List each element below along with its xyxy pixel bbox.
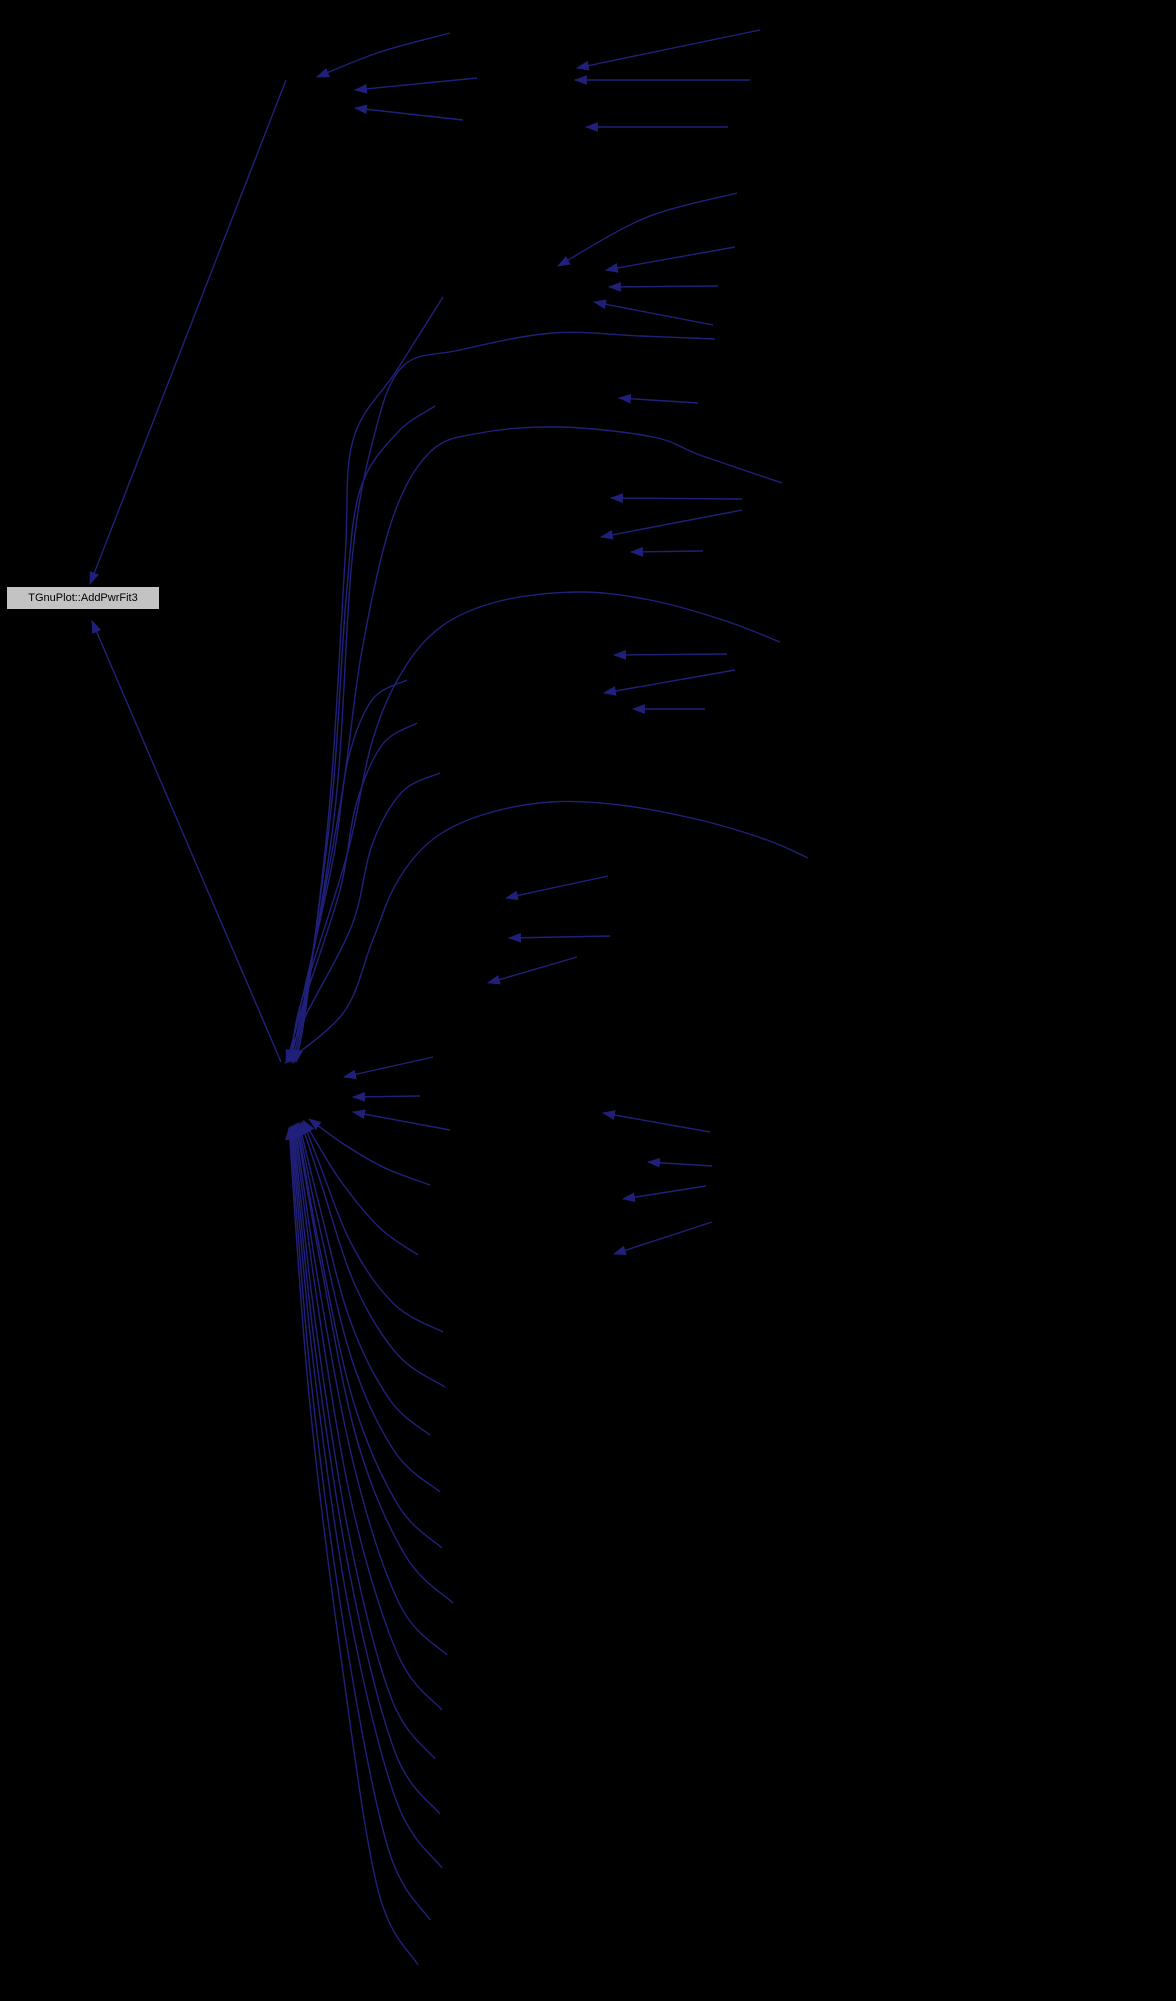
call-edge [289,331,716,1064]
call-edge [575,29,761,71]
call-edge [303,1120,419,1256]
call-edge [351,1091,421,1102]
call-edge [294,1122,443,1549]
call-edge [353,77,478,94]
call-edge [592,299,714,326]
call-edge [609,493,743,503]
call-edge [287,426,783,1064]
call-edge [604,246,736,273]
call-edge [607,282,719,292]
call-edge [646,1157,713,1168]
call-edge [612,1221,713,1255]
call-edge [557,192,738,267]
call-edge [351,1109,451,1131]
call-edge [621,1185,707,1202]
node-tgnuplot-addpwrfit3: TGnuPlot::AddPwrFit3 [6,586,160,610]
call-edge [617,393,699,404]
call-edge [287,1125,443,1869]
call-edge [291,1123,448,1656]
call-edge [302,1119,444,1333]
call-edge [629,546,704,557]
call-edge [300,1120,446,1388]
node-label: TGnuPlot::AddPwrFit3 [28,591,138,604]
call-edge [290,1123,443,1711]
call-edge [599,509,743,540]
call-edge [285,722,418,1064]
call-edge [353,104,464,121]
call-edge [288,1124,441,1815]
call-edge [286,1125,431,1921]
call-edge [308,1118,431,1186]
call-edge [285,1126,419,1966]
call-edge [297,1121,431,1436]
call-edge [284,800,809,1064]
call-edge [289,1124,436,1760]
call-edge [89,79,287,586]
call-edge [315,32,451,78]
call-edge [602,669,736,696]
call-edge [504,875,609,901]
call-edge [285,772,441,1063]
call-edge [612,650,728,660]
call-edge [486,956,578,985]
call-edge [289,591,781,1065]
call-edge [293,1122,454,1604]
call-edge [342,1056,434,1080]
call-edge [507,932,611,943]
call-edge [601,1110,711,1133]
call-edge [295,1121,441,1493]
call-edge [91,620,282,1063]
